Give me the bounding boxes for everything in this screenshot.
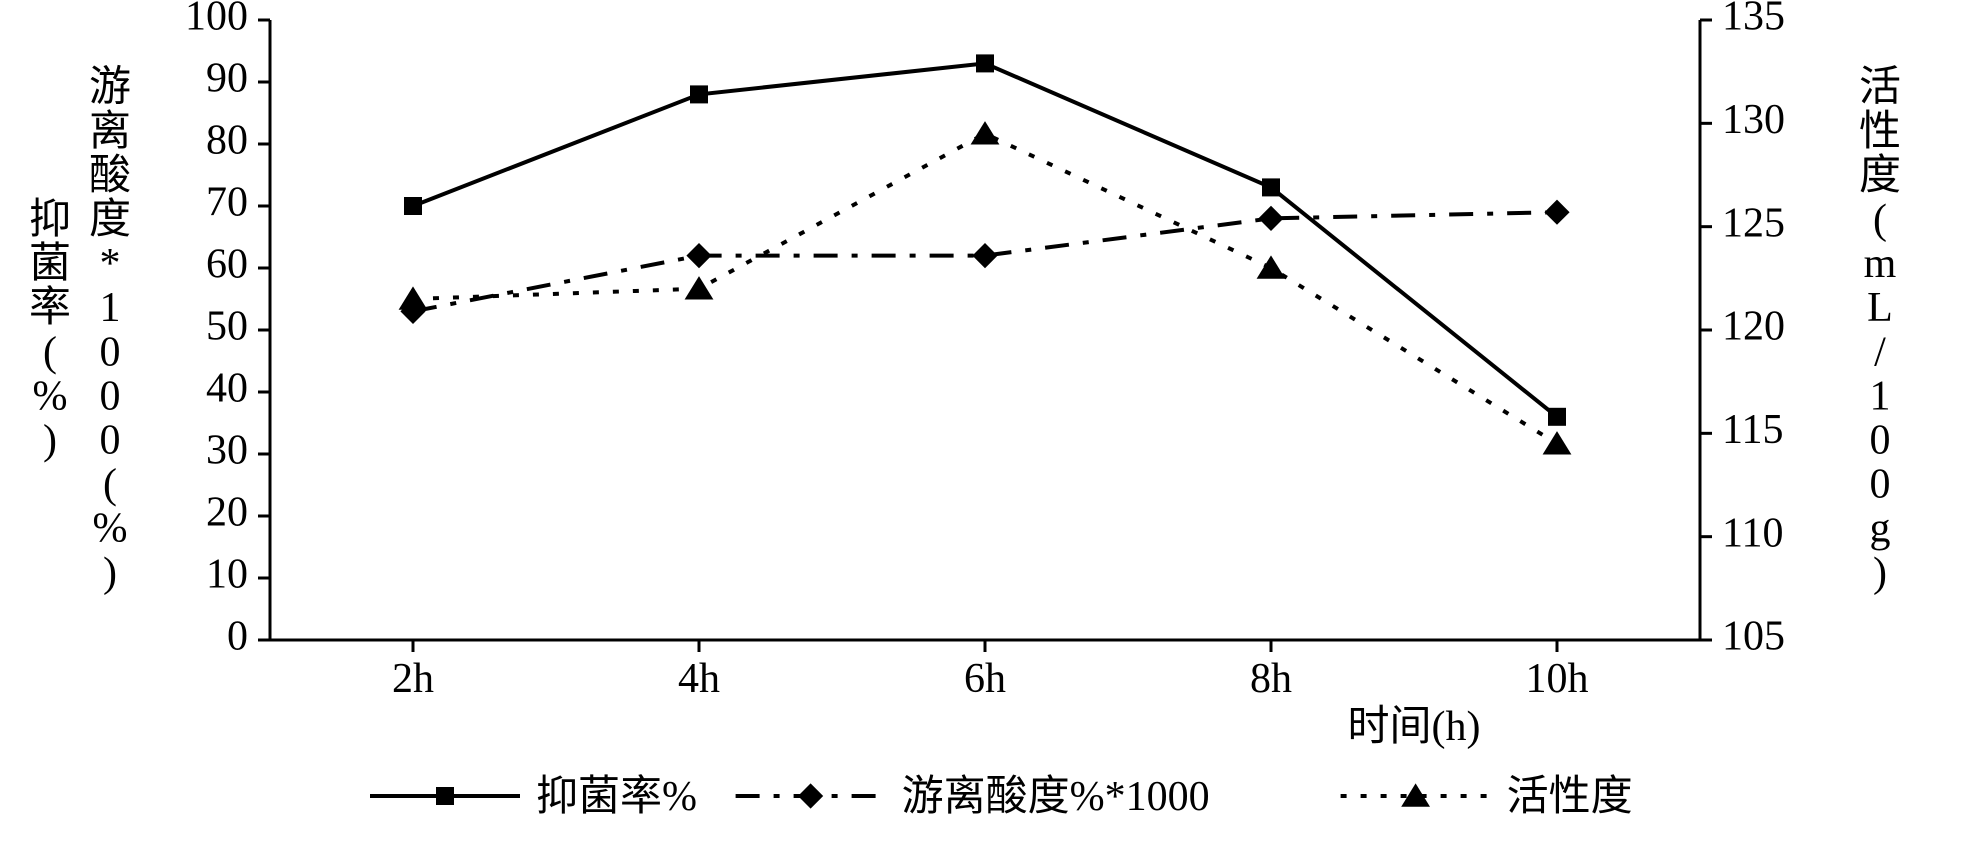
chart-svg: 0102030405060708090100105110115120125130…	[0, 0, 1962, 845]
svg-text:(: (	[103, 462, 117, 508]
svg-text:80: 80	[206, 118, 248, 164]
svg-text:*: *	[100, 241, 121, 287]
svg-text:(: (	[43, 329, 57, 375]
svg-text:): )	[1873, 550, 1887, 596]
svg-text:10h: 10h	[1526, 656, 1589, 702]
svg-text:游离酸度%*1000: 游离酸度%*1000	[902, 773, 1210, 820]
svg-text:10: 10	[206, 552, 248, 598]
svg-text:60: 60	[206, 242, 248, 288]
svg-text:0: 0	[227, 614, 248, 660]
svg-text:g: g	[1870, 506, 1891, 552]
svg-text:8h: 8h	[1250, 656, 1292, 702]
svg-text:/: /	[1874, 329, 1886, 375]
svg-text:0: 0	[100, 329, 121, 375]
svg-text:0: 0	[1870, 417, 1891, 463]
svg-text:90: 90	[206, 56, 248, 102]
svg-text:40: 40	[206, 366, 248, 412]
svg-text:抑: 抑	[29, 197, 71, 243]
svg-text:%: %	[33, 373, 68, 419]
svg-text:时间(h): 时间(h)	[1348, 704, 1481, 750]
svg-text:100: 100	[185, 0, 248, 40]
svg-text:性: 性	[1859, 109, 1901, 155]
svg-text:0: 0	[100, 417, 121, 463]
svg-text:率: 率	[29, 284, 71, 331]
svg-text:): )	[43, 417, 57, 463]
svg-text:抑菌率%: 抑菌率%	[536, 773, 697, 820]
svg-text:4h: 4h	[678, 656, 720, 702]
svg-text:120: 120	[1722, 304, 1785, 350]
svg-text:活: 活	[1859, 65, 1901, 111]
svg-text:135: 135	[1722, 0, 1785, 40]
svg-text:离: 离	[89, 108, 131, 155]
svg-text:游: 游	[89, 65, 131, 111]
svg-text:2h: 2h	[392, 656, 434, 702]
svg-text:6h: 6h	[964, 656, 1006, 702]
svg-text:0: 0	[1870, 462, 1891, 508]
svg-text:L: L	[1867, 285, 1893, 331]
svg-text:度: 度	[1859, 153, 1901, 199]
svg-text:70: 70	[206, 180, 248, 226]
svg-text:0: 0	[100, 373, 121, 419]
svg-text:(: (	[1873, 197, 1887, 243]
svg-text:1: 1	[1870, 373, 1891, 419]
svg-text:菌: 菌	[29, 241, 71, 287]
svg-text:20: 20	[206, 490, 248, 536]
svg-text:m: m	[1864, 241, 1897, 287]
svg-text:1: 1	[100, 285, 121, 331]
svg-text:125: 125	[1722, 200, 1785, 246]
svg-text:度: 度	[89, 197, 131, 243]
svg-text:30: 30	[206, 428, 248, 474]
svg-text:活性度: 活性度	[1507, 774, 1633, 820]
svg-text:115: 115	[1722, 407, 1783, 453]
svg-text:): )	[103, 550, 117, 596]
svg-text:110: 110	[1722, 510, 1783, 556]
chart-container: 0102030405060708090100105110115120125130…	[0, 0, 1962, 845]
svg-text:130: 130	[1722, 97, 1785, 143]
svg-text:%: %	[93, 506, 128, 552]
svg-text:酸: 酸	[89, 153, 131, 199]
svg-text:50: 50	[206, 304, 248, 350]
svg-text:105: 105	[1722, 614, 1785, 660]
